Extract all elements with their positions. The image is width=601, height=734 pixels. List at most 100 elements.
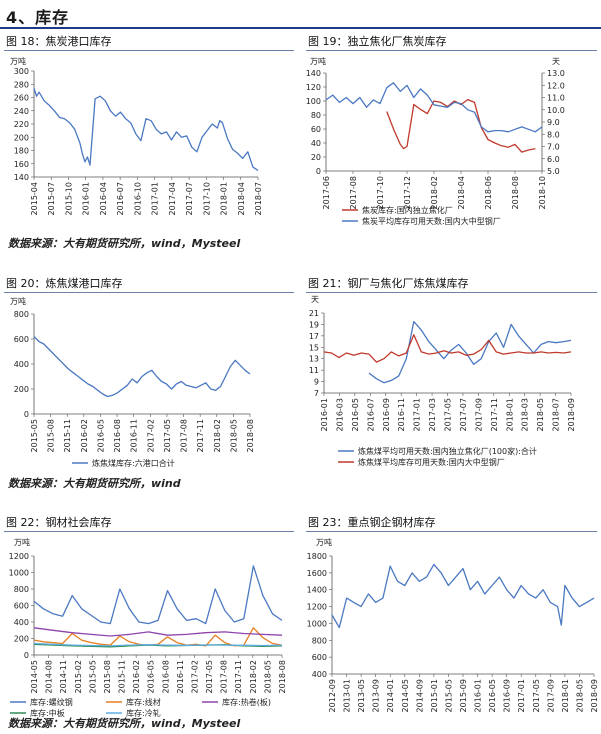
x-tick-label: 2013-01	[343, 679, 352, 712]
y-tick-label: 300	[14, 67, 29, 76]
y-tick-label: 15	[309, 343, 319, 352]
x-tick-label: 2017-08	[220, 660, 229, 693]
x-tick-label: 2017-05	[205, 660, 214, 693]
x-tick-label: 2015-10	[64, 182, 73, 215]
x-tick-label: 2018-01	[220, 182, 229, 215]
chart-caption: 图 18：焦炭港口库存	[4, 33, 294, 51]
chart-caption: 图 19：独立焦化厂焦炭库存	[306, 33, 597, 51]
series-line	[368, 320, 572, 384]
y-tick-label: 1600	[307, 569, 327, 578]
x-tick-label: 2018-05	[536, 398, 545, 431]
section-divider	[0, 27, 601, 29]
x-tick-label: 2018-04	[457, 176, 466, 209]
x-tick-label: 2018-10	[538, 176, 547, 209]
x-tick-label: 2018-02	[430, 176, 439, 209]
y-tick-label: 240	[14, 107, 29, 116]
x-tick-label: 2017-11	[196, 419, 205, 452]
x-tick-label: 2018-01	[561, 679, 570, 712]
x-tick-label: 2016-09	[382, 398, 391, 431]
x-tick-label: 2017-04	[168, 182, 177, 215]
unit-label: 万吨	[14, 537, 30, 547]
x-tick-label: 2014-09	[415, 679, 424, 712]
legend-label: 焦炭库存:国内独立焦化厂	[362, 205, 453, 215]
x-tick-label: 2013-09	[372, 679, 381, 712]
x-tick-label: 2017-03	[428, 398, 437, 431]
x-tick-label: 2015-11	[118, 660, 127, 693]
x-tick-label: 2016-02	[132, 660, 141, 693]
x-tick-label: 2016-01	[474, 679, 483, 712]
x-tick-label: 2017-12	[403, 176, 412, 209]
x-tick-label: 2014-05	[30, 660, 39, 693]
x-tick-label: 2015-07	[47, 182, 56, 215]
y-tick-label: 600	[312, 653, 327, 662]
chart-caption: 图 23：重点钢企钢材库存	[306, 514, 597, 532]
series-line	[323, 334, 572, 363]
x-tick-label: 2018-03	[521, 398, 530, 431]
chart-c22: 0 200 400 600 800 1000 1200 万吨 2014-05 2014-08 201…	[9, 537, 287, 718]
x-tick-label: 2017-08	[349, 176, 358, 209]
x-tick-label: 2017-01	[517, 679, 526, 712]
y-tick-label: 1000	[9, 569, 29, 578]
series-line	[33, 565, 283, 625]
source-note: 数据来源：大有期货研究所，wind	[8, 477, 181, 490]
unit-label-right: 天	[552, 57, 560, 66]
y-tick-label: 800	[14, 310, 29, 319]
series-line	[33, 627, 283, 637]
chart-c19: 0 20 40 60 80 100 120 140 5.0 6.0 7.0 8.0 9.0 10.0 11.…	[306, 56, 565, 226]
y-tick-label: 280	[14, 80, 29, 89]
y-tick-label: 200	[14, 133, 29, 142]
y-tick-label: 600	[14, 602, 29, 611]
x-tick-label: 2017-11	[234, 660, 243, 693]
legend-label: 库存:热卷(板)	[222, 697, 271, 707]
x-tick-label: 2016-02	[80, 419, 89, 452]
legend-label: 库存:中板	[30, 708, 65, 718]
y-right-tick-label: 7.0	[547, 143, 560, 152]
x-tick-label: 2017-07	[185, 182, 194, 215]
unit-label: 天	[311, 295, 319, 304]
x-tick-label: 2018-09	[567, 398, 576, 431]
x-tick-label: 2015-05	[30, 419, 39, 452]
y-tick-label: 0	[24, 651, 29, 660]
series-line	[33, 88, 259, 171]
x-tick-label: 2017-05	[532, 679, 541, 712]
y-tick-label: 1000	[307, 619, 327, 628]
x-tick-label: 2018-05	[229, 419, 238, 452]
y-right-tick-label: 12.0	[547, 81, 565, 90]
series-line	[33, 642, 283, 647]
y-right-tick-label: 9.0	[547, 118, 560, 127]
x-tick-label: 2016-08	[161, 660, 170, 693]
x-tick-label: 2018-09	[590, 679, 599, 712]
x-tick-label: 2017-02	[190, 660, 199, 693]
y-right-tick-label: 13.0	[547, 69, 565, 78]
y-tick-label: 100	[306, 97, 321, 106]
y-tick-label: 200	[14, 635, 29, 644]
x-tick-label: 2016-05	[488, 679, 497, 712]
x-tick-label: 2017-01	[151, 182, 160, 215]
x-tick-label: 2016-03	[335, 398, 344, 431]
x-tick-label: 2013-05	[357, 679, 366, 712]
y-tick-label: 21	[309, 309, 319, 318]
x-tick-label: 2015-02	[74, 660, 83, 693]
chart-caption: 图 22：钢材社会库存	[4, 514, 294, 532]
chart-c20: 0 200 400 600 800 万吨 2015-05 2015-08 2015-11 2016…	[10, 296, 255, 468]
y-tick-label: 13	[309, 355, 319, 364]
x-tick-label: 2016-05	[351, 398, 360, 431]
x-tick-label: 2016-11	[397, 398, 406, 431]
y-tick-label: 800	[312, 636, 327, 645]
x-tick-label: 2017-09	[474, 398, 483, 431]
y-right-tick-label: 10.0	[547, 106, 565, 115]
x-tick-label: 2015-05	[444, 679, 453, 712]
chart-c21: 7 9 11 13 15 17 19 21 天 2016-01 2016-03 2016-05 2016…	[309, 295, 576, 467]
x-tick-label: 2016-05	[147, 660, 156, 693]
y-tick-label: 200	[14, 385, 29, 394]
legend-label: 焦炭平均库存可用天数:国内大中型钢厂	[362, 216, 501, 226]
x-tick-label: 2012-09	[328, 679, 337, 712]
x-tick-label: 2015-01	[430, 679, 439, 712]
y-tick-label: 400	[312, 670, 327, 679]
x-tick-label: 2015-05	[88, 660, 97, 693]
x-tick-label: 2018-07	[552, 398, 561, 431]
legend-label: 炼焦煤库存:六港口合计	[92, 458, 175, 468]
y-tick-label: 17	[309, 332, 319, 341]
y-tick-label: 40	[311, 139, 321, 148]
